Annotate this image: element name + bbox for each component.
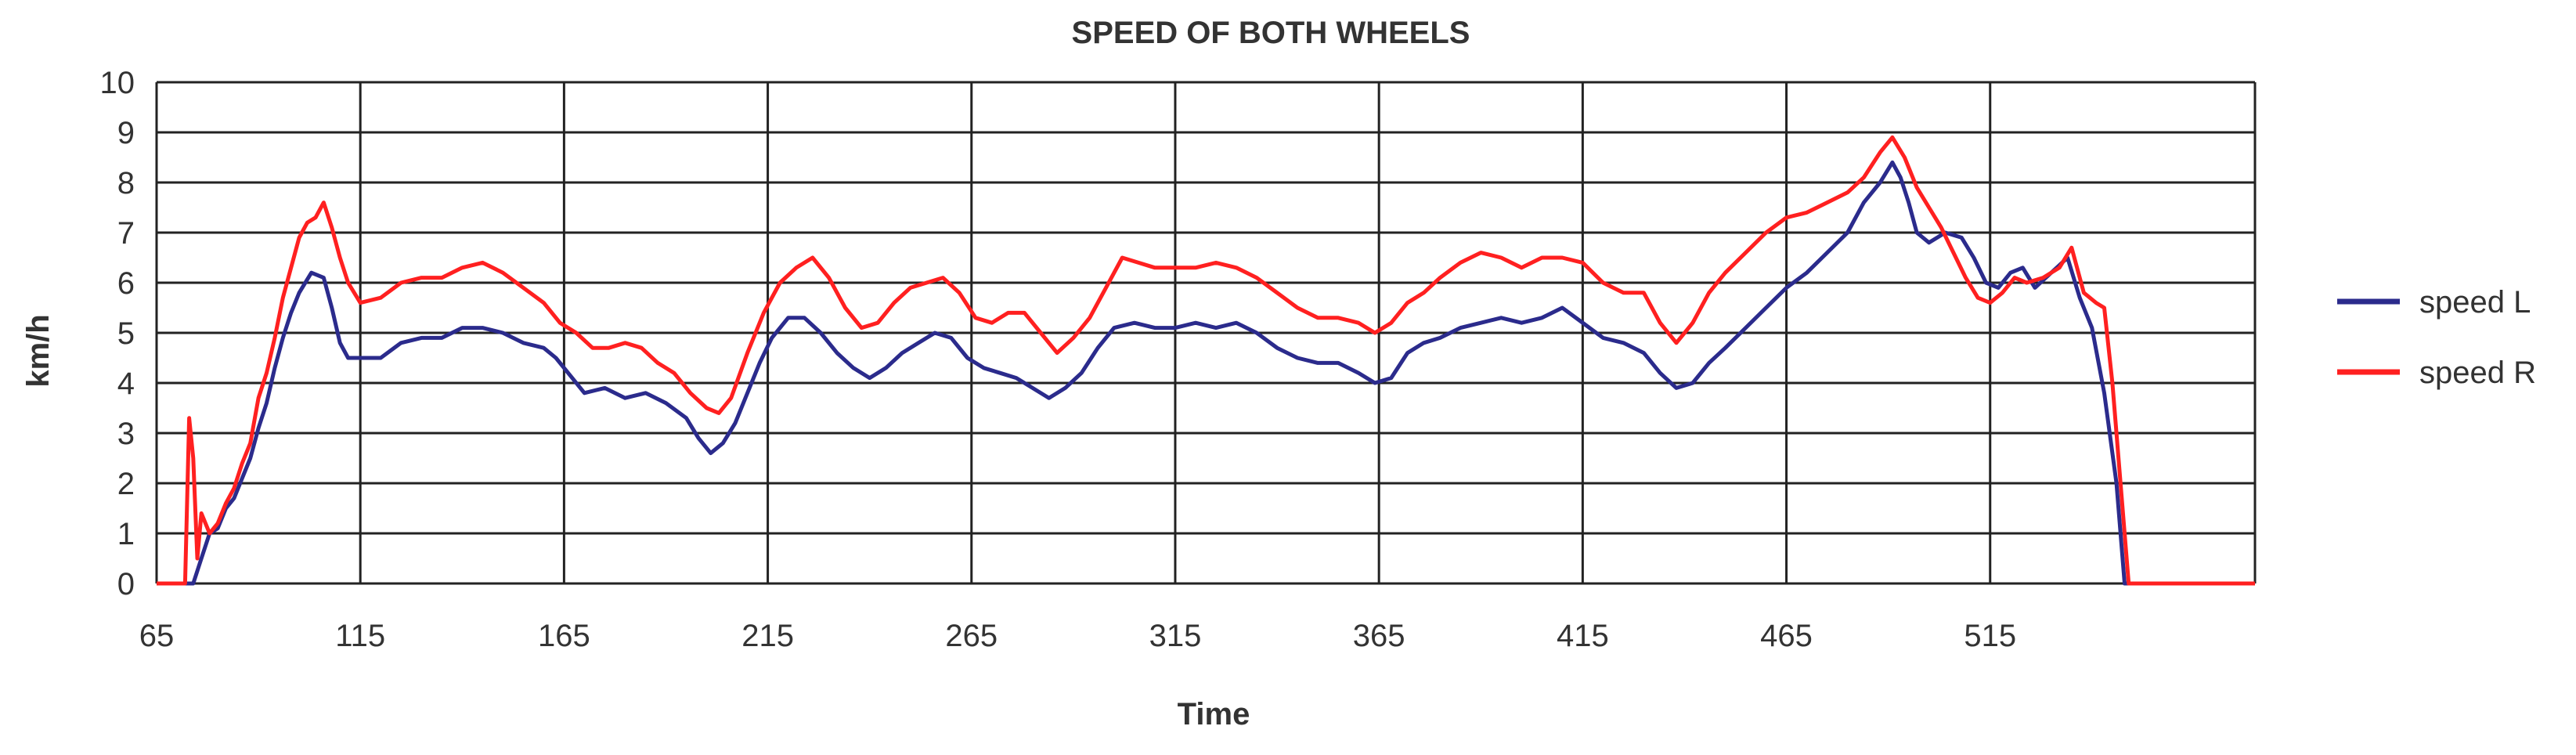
y-tick-label: 10	[100, 66, 135, 100]
y-tick-label: 3	[117, 417, 135, 451]
grid	[155, 81, 2257, 585]
x-tick-label: 415	[1557, 619, 1609, 653]
x-tick-label: 365	[1353, 619, 1405, 653]
x-tick-label: 215	[741, 619, 794, 653]
y-tick-label: 4	[117, 367, 135, 401]
y-tick-label: 1	[117, 517, 135, 551]
y-tick-label: 8	[117, 166, 135, 200]
x-tick-label: 115	[335, 619, 385, 653]
y-tick-label: 5	[117, 316, 135, 351]
x-tick-label: 515	[1964, 619, 2016, 653]
series-line-speed-r	[157, 135, 2255, 586]
x-tick-label: 315	[1149, 619, 1202, 653]
y-tick-label: 7	[117, 216, 135, 251]
legend-label: speed L	[2419, 285, 2531, 320]
y-tick-label: 9	[117, 116, 135, 150]
series-line-speed-l	[157, 160, 2255, 586]
y-tick-label: 6	[117, 266, 135, 301]
legend-label: speed R	[2419, 356, 2536, 390]
series-lines	[157, 135, 2255, 586]
chart-title: SPEED OF BOTH WHEELS	[1072, 16, 1470, 50]
y-axis-title: km/h	[21, 314, 56, 387]
y-tick-label: 0	[117, 567, 135, 601]
y-tick-label: 2	[117, 467, 135, 501]
x-tick-label: 165	[538, 619, 590, 653]
legend: speed L speed R	[2337, 285, 2536, 390]
tick-labels: 0 1 2 3 4 5 6 7 8 9 10 65 115 165 215 265 315 365 415 465 51…	[100, 66, 2017, 653]
x-tick-label: 465	[1760, 619, 1813, 653]
x-tick-label: 265	[945, 619, 998, 653]
x-axis-title: Time	[1178, 697, 1250, 732]
x-tick-label: 65	[139, 619, 175, 653]
